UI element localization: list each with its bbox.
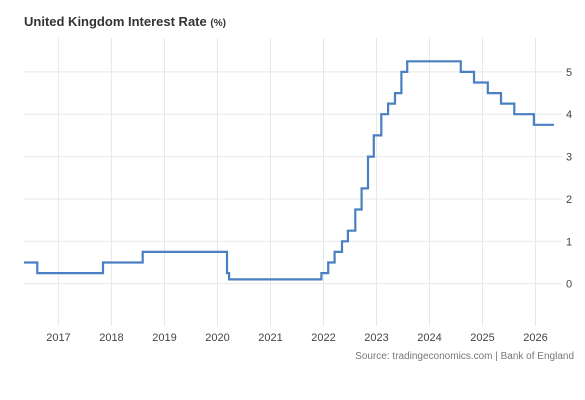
y-tick-label: 5 — [566, 67, 572, 79]
y-tick-label: 0 — [566, 279, 572, 291]
x-tick-label: 2023 — [364, 332, 388, 344]
x-tick-label: 2020 — [205, 332, 229, 344]
source-credit: Source: tradingeconomics.com | Bank of E… — [355, 351, 574, 362]
x-tick-label: 2021 — [258, 332, 282, 344]
x-tick-label: 2018 — [99, 332, 123, 344]
y-tick-label: 2 — [566, 194, 572, 206]
y-tick-label: 4 — [566, 109, 572, 121]
x-tick-label: 2026 — [523, 332, 547, 344]
series-layer — [24, 60, 554, 281]
x-tick-label: 2017 — [46, 332, 70, 344]
grid-layer — [24, 38, 562, 326]
y-tick-label: 3 — [566, 152, 572, 164]
chart-title-text: United Kingdom Interest Rate — [24, 14, 207, 29]
x-tick-label: 2022 — [311, 332, 335, 344]
interest-rate-series-line — [24, 60, 554, 281]
x-tick-label: 2019 — [152, 332, 176, 344]
y-tick-label: 1 — [566, 236, 572, 248]
chart-title: United Kingdom Interest Rate (%) — [24, 14, 226, 29]
chart-title-unit: (%) — [210, 18, 226, 29]
y-axis-ticks: 0 1 2 3 4 5 — [566, 67, 572, 291]
x-tick-label: 2025 — [470, 332, 494, 344]
x-tick-label: 2024 — [417, 332, 441, 344]
x-axis-ticks: 2017 2018 2019 2020 2021 2022 2023 2024 2025 2026 — [46, 332, 548, 344]
